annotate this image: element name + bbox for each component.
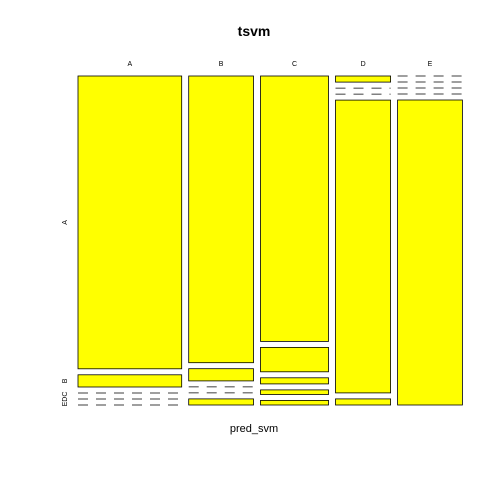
cell-D-A — [335, 75, 391, 83]
cell-C-C — [260, 377, 329, 385]
y-tick-A: A — [62, 220, 69, 225]
chart-title: tsvm — [238, 23, 271, 39]
cell-C-E — [260, 399, 329, 406]
cell-A-A — [77, 75, 183, 370]
cell-A-B — [77, 374, 183, 388]
mosaic-cells — [77, 75, 463, 406]
cell-D-D — [335, 99, 391, 394]
cell-C-D — [260, 389, 329, 395]
x-tick-labels: A B C D E — [127, 61, 432, 68]
cell-D-E — [335, 398, 391, 406]
cell-C-B — [260, 346, 329, 373]
cell-B-E — [188, 398, 254, 406]
x-tick-A: A — [127, 61, 132, 68]
x-tick-D: D — [361, 61, 366, 68]
cell-B-B — [188, 368, 254, 382]
x-tick-E: E — [428, 61, 433, 68]
y-tick-labels: A B EDC — [62, 220, 69, 407]
x-axis-label: pred_svm — [230, 423, 278, 435]
cell-C-A — [260, 75, 329, 342]
x-tick-B: B — [219, 61, 224, 68]
cell-E-E — [397, 99, 463, 406]
cell-B-A — [188, 75, 254, 364]
x-tick-C: C — [292, 61, 297, 68]
y-tick-EDC: EDC — [62, 392, 69, 407]
y-tick-B: B — [62, 378, 69, 383]
